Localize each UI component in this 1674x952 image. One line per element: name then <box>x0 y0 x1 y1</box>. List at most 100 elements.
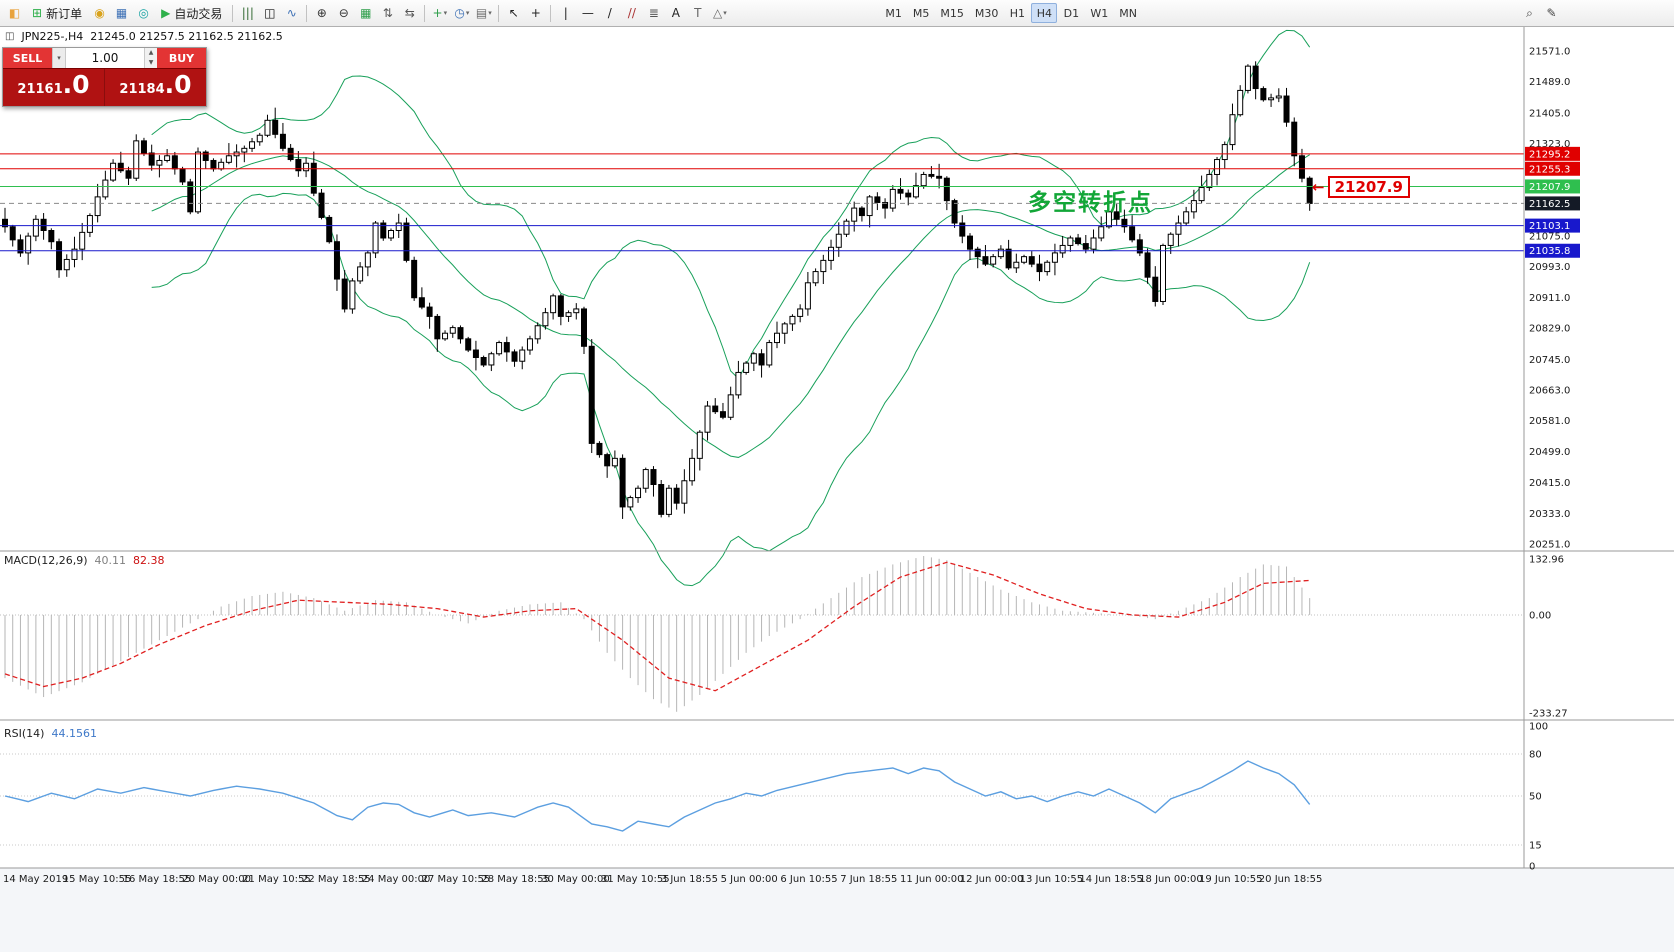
timeframe-h1[interactable]: H1 <box>1004 3 1030 23</box>
price-callout-value[interactable]: 21207.9 <box>1327 176 1410 198</box>
candle-body <box>79 231 86 250</box>
chart-canvas[interactable]: 21571.0 21489.0 21405.0 21323.0 21075.0 20993… <box>0 27 1674 952</box>
cursor-icon[interactable]: ↖ <box>503 3 524 24</box>
candle-body <box>403 222 410 261</box>
vertical-line-icon[interactable]: | <box>555 3 576 24</box>
candlestick-chart-icon[interactable]: ◫ <box>259 3 280 24</box>
candle-body <box>1090 237 1097 250</box>
crosshair-icon[interactable]: + <box>525 3 546 24</box>
time-axis-strip <box>0 868 1674 952</box>
candle-body <box>56 241 63 271</box>
candle-body <box>1237 89 1244 116</box>
candle-body <box>465 338 472 351</box>
macd-name: MACD(12,26,9) <box>4 554 88 567</box>
candle-body <box>689 457 696 482</box>
candle-body <box>1105 211 1112 228</box>
quick-draw-icon[interactable]: ✎ <box>1541 3 1562 24</box>
text-icon[interactable]: A <box>665 3 686 24</box>
candle-body <box>1144 252 1151 278</box>
candle-body <box>905 192 912 198</box>
price-badge-label: 21207.9 <box>1529 182 1570 193</box>
auto-arrange-icon[interactable]: ⇅ <box>377 3 398 24</box>
tile-windows-icon[interactable]: ▦ <box>355 3 376 24</box>
fibonacci-icon[interactable]: ≣ <box>643 3 664 24</box>
candle-body <box>982 256 989 265</box>
horizontal-line-icon[interactable]: — <box>577 3 598 24</box>
y-axis-label: 21571.0 <box>1529 46 1570 57</box>
vertical-line-icon: | <box>563 6 568 20</box>
candle-body <box>889 188 896 209</box>
accounts-icon[interactable]: ▦ <box>111 3 132 24</box>
candle-body <box>1244 65 1251 91</box>
periods-icon[interactable]: ◷ ▾ <box>451 3 472 24</box>
app-icon[interactable]: ◧ <box>4 3 25 24</box>
timeframe-m5[interactable]: M5 <box>908 3 935 23</box>
timeframe-toolbar: M1 M5 M15 M30 H1 H4 D1 W1 MN <box>880 3 1142 23</box>
trade-panel-prices: 21161.0 21184.0 <box>3 69 206 106</box>
candle-body <box>279 133 286 149</box>
candle-body <box>195 151 201 213</box>
coins-icon[interactable]: ◉ <box>89 3 110 24</box>
buy-price[interactable]: 21184.0 <box>119 70 192 99</box>
sell-price[interactable]: 21161.0 <box>3 69 105 106</box>
candle-body <box>1298 155 1305 179</box>
timeframe-mn[interactable]: MN <box>1114 3 1142 23</box>
equidistant-channel-icon[interactable]: // <box>621 3 642 24</box>
add-indicator-icon[interactable]: + ▾ <box>429 3 450 24</box>
candle-body <box>63 258 70 271</box>
arrows-icon[interactable]: △ ▾ <box>709 3 730 24</box>
templates-icon[interactable]: ▤ ▾ <box>473 3 494 24</box>
candle-body <box>750 353 757 364</box>
candle-body <box>48 230 55 243</box>
timeframe-m15[interactable]: M15 <box>935 3 969 23</box>
sound-icon[interactable]: ◎ <box>133 3 154 24</box>
bar-chart-icon[interactable]: ||| <box>237 3 258 24</box>
candle-body <box>256 134 263 143</box>
trendline-icon[interactable]: / <box>599 3 620 24</box>
candle-body <box>828 246 835 261</box>
volume-value[interactable]: 1.00 <box>91 51 119 65</box>
chart-window: 21571.0 21489.0 21405.0 21323.0 21075.0 20993… <box>0 27 1674 952</box>
candle-body <box>488 353 495 366</box>
y-axis-label: 20745.0 <box>1529 355 1570 366</box>
buy-button[interactable]: BUY <box>157 48 206 68</box>
track-chart-icon[interactable]: ⇆ <box>399 3 420 24</box>
timeframe-m30[interactable]: M30 <box>970 3 1004 23</box>
candle-body <box>696 431 703 459</box>
volume-field[interactable]: 1.00 ▲ ▼ <box>66 48 157 68</box>
x-axis-label: 24 May 00:00 <box>362 874 431 885</box>
new-order-button[interactable]: ⊞ 新订单 <box>26 2 88 24</box>
candlestick-chart-icon: ◫ <box>264 6 276 20</box>
search-icon[interactable]: ⌕ <box>1519 3 1540 24</box>
autotrading-button[interactable]: ▶ 自动交易 <box>155 2 228 24</box>
timeframe-w1[interactable]: W1 <box>1085 3 1113 23</box>
x-axis-label: 5 Jun 00:00 <box>721 874 778 885</box>
candle-body <box>25 235 32 254</box>
candle-body <box>1291 121 1298 157</box>
zoom-in-icon[interactable]: ⊕ <box>311 3 332 24</box>
candle-body <box>990 256 997 265</box>
timeframe-h4[interactable]: H4 <box>1031 3 1058 23</box>
search-icon: ⌕ <box>1526 6 1533 20</box>
zoom-out-icon[interactable]: ⊖ <box>333 3 354 24</box>
timeframe-m1[interactable]: M1 <box>880 3 907 23</box>
volume-decrease-button[interactable]: ▼ <box>145 58 157 68</box>
x-axis-label: 13 Jun 10:55 <box>1020 874 1084 885</box>
candle-body <box>1229 114 1236 146</box>
candle-body <box>333 241 340 280</box>
candle-body <box>395 222 402 232</box>
candle-body <box>526 338 533 351</box>
candle-body <box>967 235 973 250</box>
chart-background <box>0 27 1674 952</box>
volume-increase-button[interactable]: ▲ <box>145 48 157 58</box>
candle-body <box>650 469 657 486</box>
candle-body <box>434 315 441 340</box>
sell-button[interactable]: SELL <box>3 48 52 68</box>
candle-body <box>758 353 765 366</box>
line-chart-icon[interactable]: ∿ <box>281 3 302 24</box>
text-label-icon[interactable]: T <box>687 3 708 24</box>
candle-body <box>1175 222 1182 235</box>
candle-body <box>943 177 950 202</box>
volume-dropdown-button[interactable]: ▾ <box>52 48 66 68</box>
timeframe-d1[interactable]: D1 <box>1058 3 1084 23</box>
